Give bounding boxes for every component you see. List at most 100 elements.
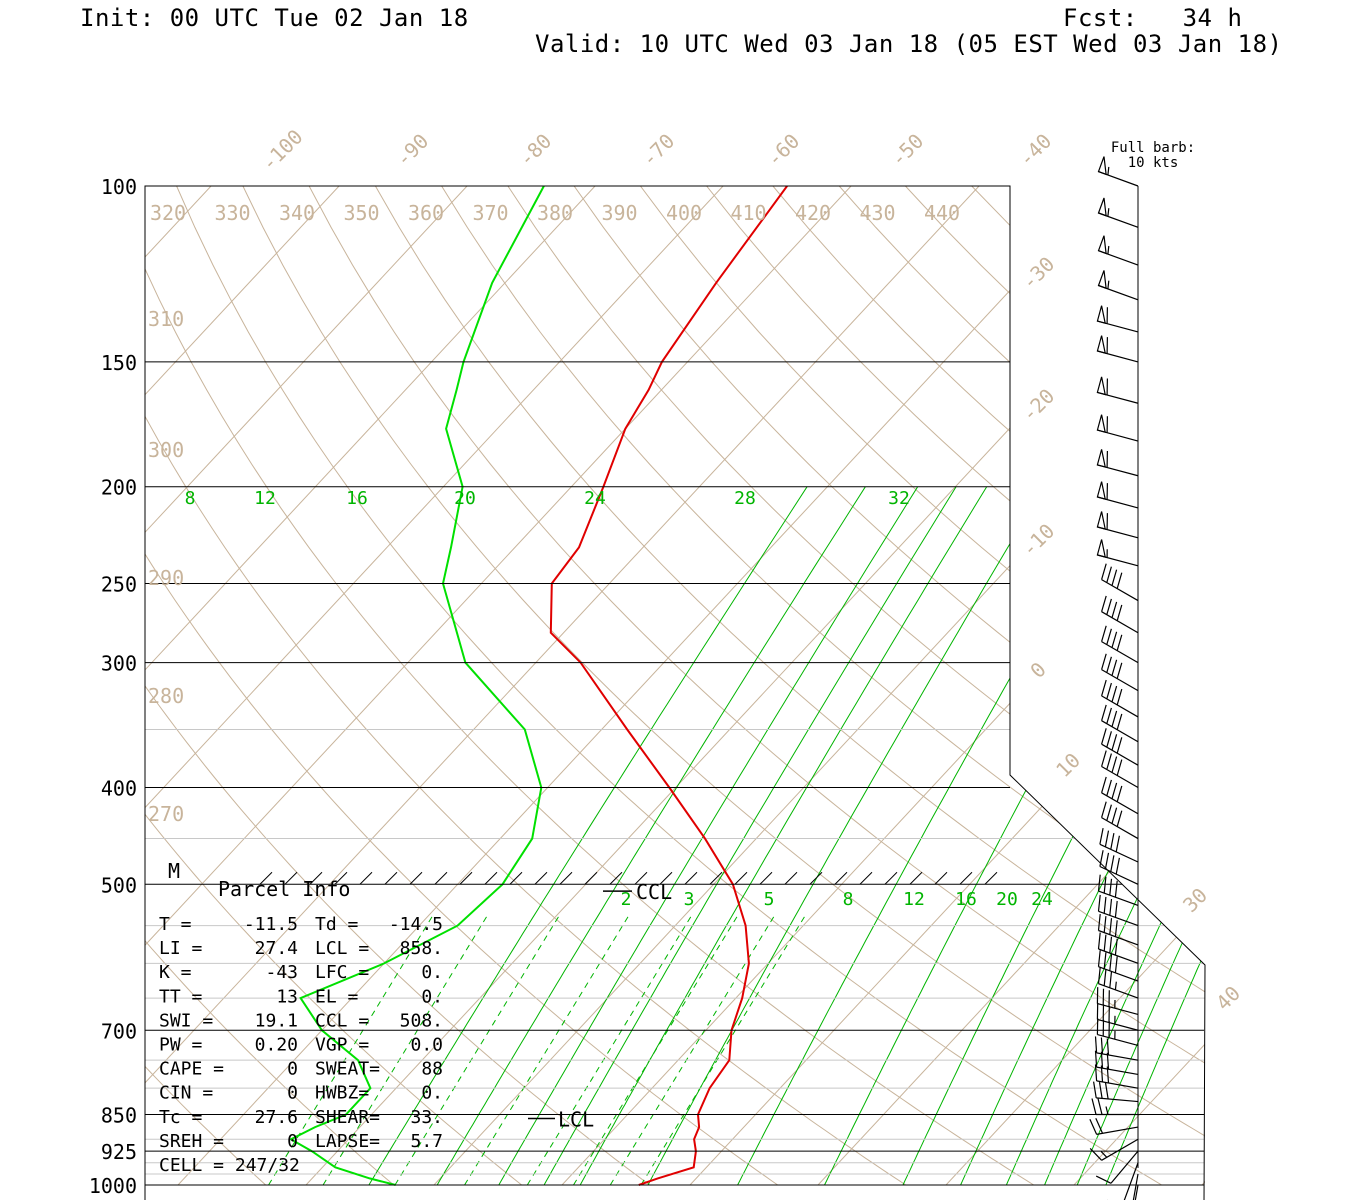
barb-half-feather: [1114, 981, 1117, 990]
barb-feather: [1100, 1037, 1104, 1054]
parcel-field-label: SREH =: [159, 1131, 224, 1152]
isotherm-line: [145, 186, 852, 1186]
hatch-mark: [659, 871, 673, 885]
hatch-mark: [759, 871, 773, 885]
mixing-ratio-label: 24: [1031, 889, 1053, 910]
mixing-ratio-label: 3: [684, 889, 695, 910]
barb-feather: [1093, 1081, 1097, 1098]
wind-barb: [1096, 539, 1139, 567]
theta-label: 350: [343, 201, 379, 225]
parcel-field-label: Td =: [315, 914, 359, 935]
mixing-ratio-curve: [436, 486, 866, 1186]
isotherm-label: -50: [886, 129, 929, 172]
barb-feather: [1115, 857, 1120, 875]
parcel-field-value: 0.: [421, 1083, 443, 1104]
barb-feather: [1104, 1082, 1109, 1099]
theta-label: 360: [408, 201, 444, 225]
parcel-field-value: 27.4: [255, 938, 298, 959]
barb-feather: [1110, 832, 1115, 850]
parcel-field-value: -11.5: [244, 914, 298, 935]
mixing-ratio-curve: [737, 486, 1120, 1186]
hatch-mark: [884, 871, 898, 885]
barb-feather: [1104, 852, 1110, 870]
isotherm-label: -20: [1017, 384, 1060, 427]
wind-barb: [1097, 914, 1139, 946]
wind-barb: [1096, 414, 1139, 442]
barb-feather: [1114, 880, 1118, 898]
wind-barb: [1096, 376, 1139, 404]
barb-feather: [1106, 682, 1112, 700]
barb-legend-title: Full barb:: [1111, 140, 1195, 156]
wind-barb: [1097, 156, 1139, 187]
hatch-mark: [809, 871, 823, 885]
parcel-field-label: SWEAT=: [315, 1059, 380, 1080]
wind-barb: [1101, 750, 1139, 788]
barb-feather: [1101, 653, 1107, 670]
barb-shaft: [1098, 948, 1139, 964]
barb-half-feather: [1107, 245, 1110, 255]
barb-feather: [1114, 900, 1118, 918]
pressure-label: 850: [101, 1103, 137, 1127]
parcel-field-value: 5.7: [410, 1131, 443, 1152]
theta-label: 320: [150, 201, 186, 225]
wind-barb: [1096, 305, 1139, 333]
parcel-field-value: 0.: [421, 962, 443, 983]
barb-shaft: [1101, 1138, 1139, 1161]
barb-shaft: [1099, 865, 1139, 885]
wind-barb: [1097, 197, 1139, 228]
barb-feather: [1115, 835, 1120, 853]
mixing-ratio-label: 16: [346, 488, 368, 509]
parcel-field-value: 0: [287, 1059, 298, 1080]
mixing-ratio-label: 24: [584, 488, 606, 509]
pressure-label: 150: [101, 351, 137, 375]
wind-barb: [1097, 932, 1139, 964]
dry-adiabat-line: [706, 186, 1205, 1186]
hatch-mark: [384, 871, 398, 885]
wind-barb: [1096, 449, 1139, 477]
barb-shaft: [1096, 1066, 1139, 1076]
lcl-label: LCL: [558, 1108, 594, 1132]
barb-shaft: [1101, 765, 1139, 788]
theta-label: 300: [148, 438, 184, 462]
barb-feather: [1116, 737, 1123, 754]
isotherm-line: [817, 186, 1205, 1186]
barb-feather: [1106, 779, 1112, 796]
isotherm-label: -40: [1014, 129, 1057, 172]
dry-adiabat-line: [145, 186, 1034, 1186]
pressure-label: 250: [101, 573, 137, 597]
barb-half-feather: [1100, 1150, 1108, 1158]
parcel-field-label: T =: [159, 914, 192, 935]
barb-feather: [1116, 634, 1123, 651]
barb-feather: [1097, 950, 1101, 967]
hatch-mark: [634, 871, 648, 885]
barb-feather: [1116, 572, 1123, 589]
wind-barb: [1101, 776, 1139, 815]
hatch-mark: [309, 871, 323, 885]
barb-feather: [1111, 710, 1118, 727]
parcel-field-value: 88: [421, 1059, 443, 1080]
isotherm-label: 40: [1211, 981, 1245, 1015]
m-marker: M: [168, 859, 180, 883]
barb-shaft: [1096, 1080, 1139, 1089]
barb-feather: [1094, 1050, 1098, 1068]
barb-feather: [1097, 1098, 1103, 1115]
wind-barb: [1094, 1050, 1139, 1076]
isotherm-line: [145, 186, 468, 1186]
theta-label: 400: [666, 201, 702, 225]
parcel-field-value: 13: [276, 986, 298, 1007]
barb-feather: [1111, 601, 1118, 618]
barb-shaft: [1101, 579, 1139, 602]
parcel-field-value: 0.20: [255, 1035, 298, 1056]
init-time: Init: 00 UTC Tue 02 Jan 18: [80, 4, 469, 32]
barb-pennant: [1097, 197, 1107, 217]
barb-shaft: [1123, 1162, 1139, 1200]
temperature-profile: [549, 186, 788, 1186]
theta-label: 440: [924, 201, 960, 225]
barb-feather: [1097, 932, 1101, 950]
hatch-mark: [784, 871, 798, 885]
theta-label: 270: [148, 802, 184, 826]
barb-shaft: [1098, 929, 1139, 946]
mixing-ratio-dashed-line: [322, 914, 489, 1186]
barb-feather: [1097, 967, 1101, 984]
